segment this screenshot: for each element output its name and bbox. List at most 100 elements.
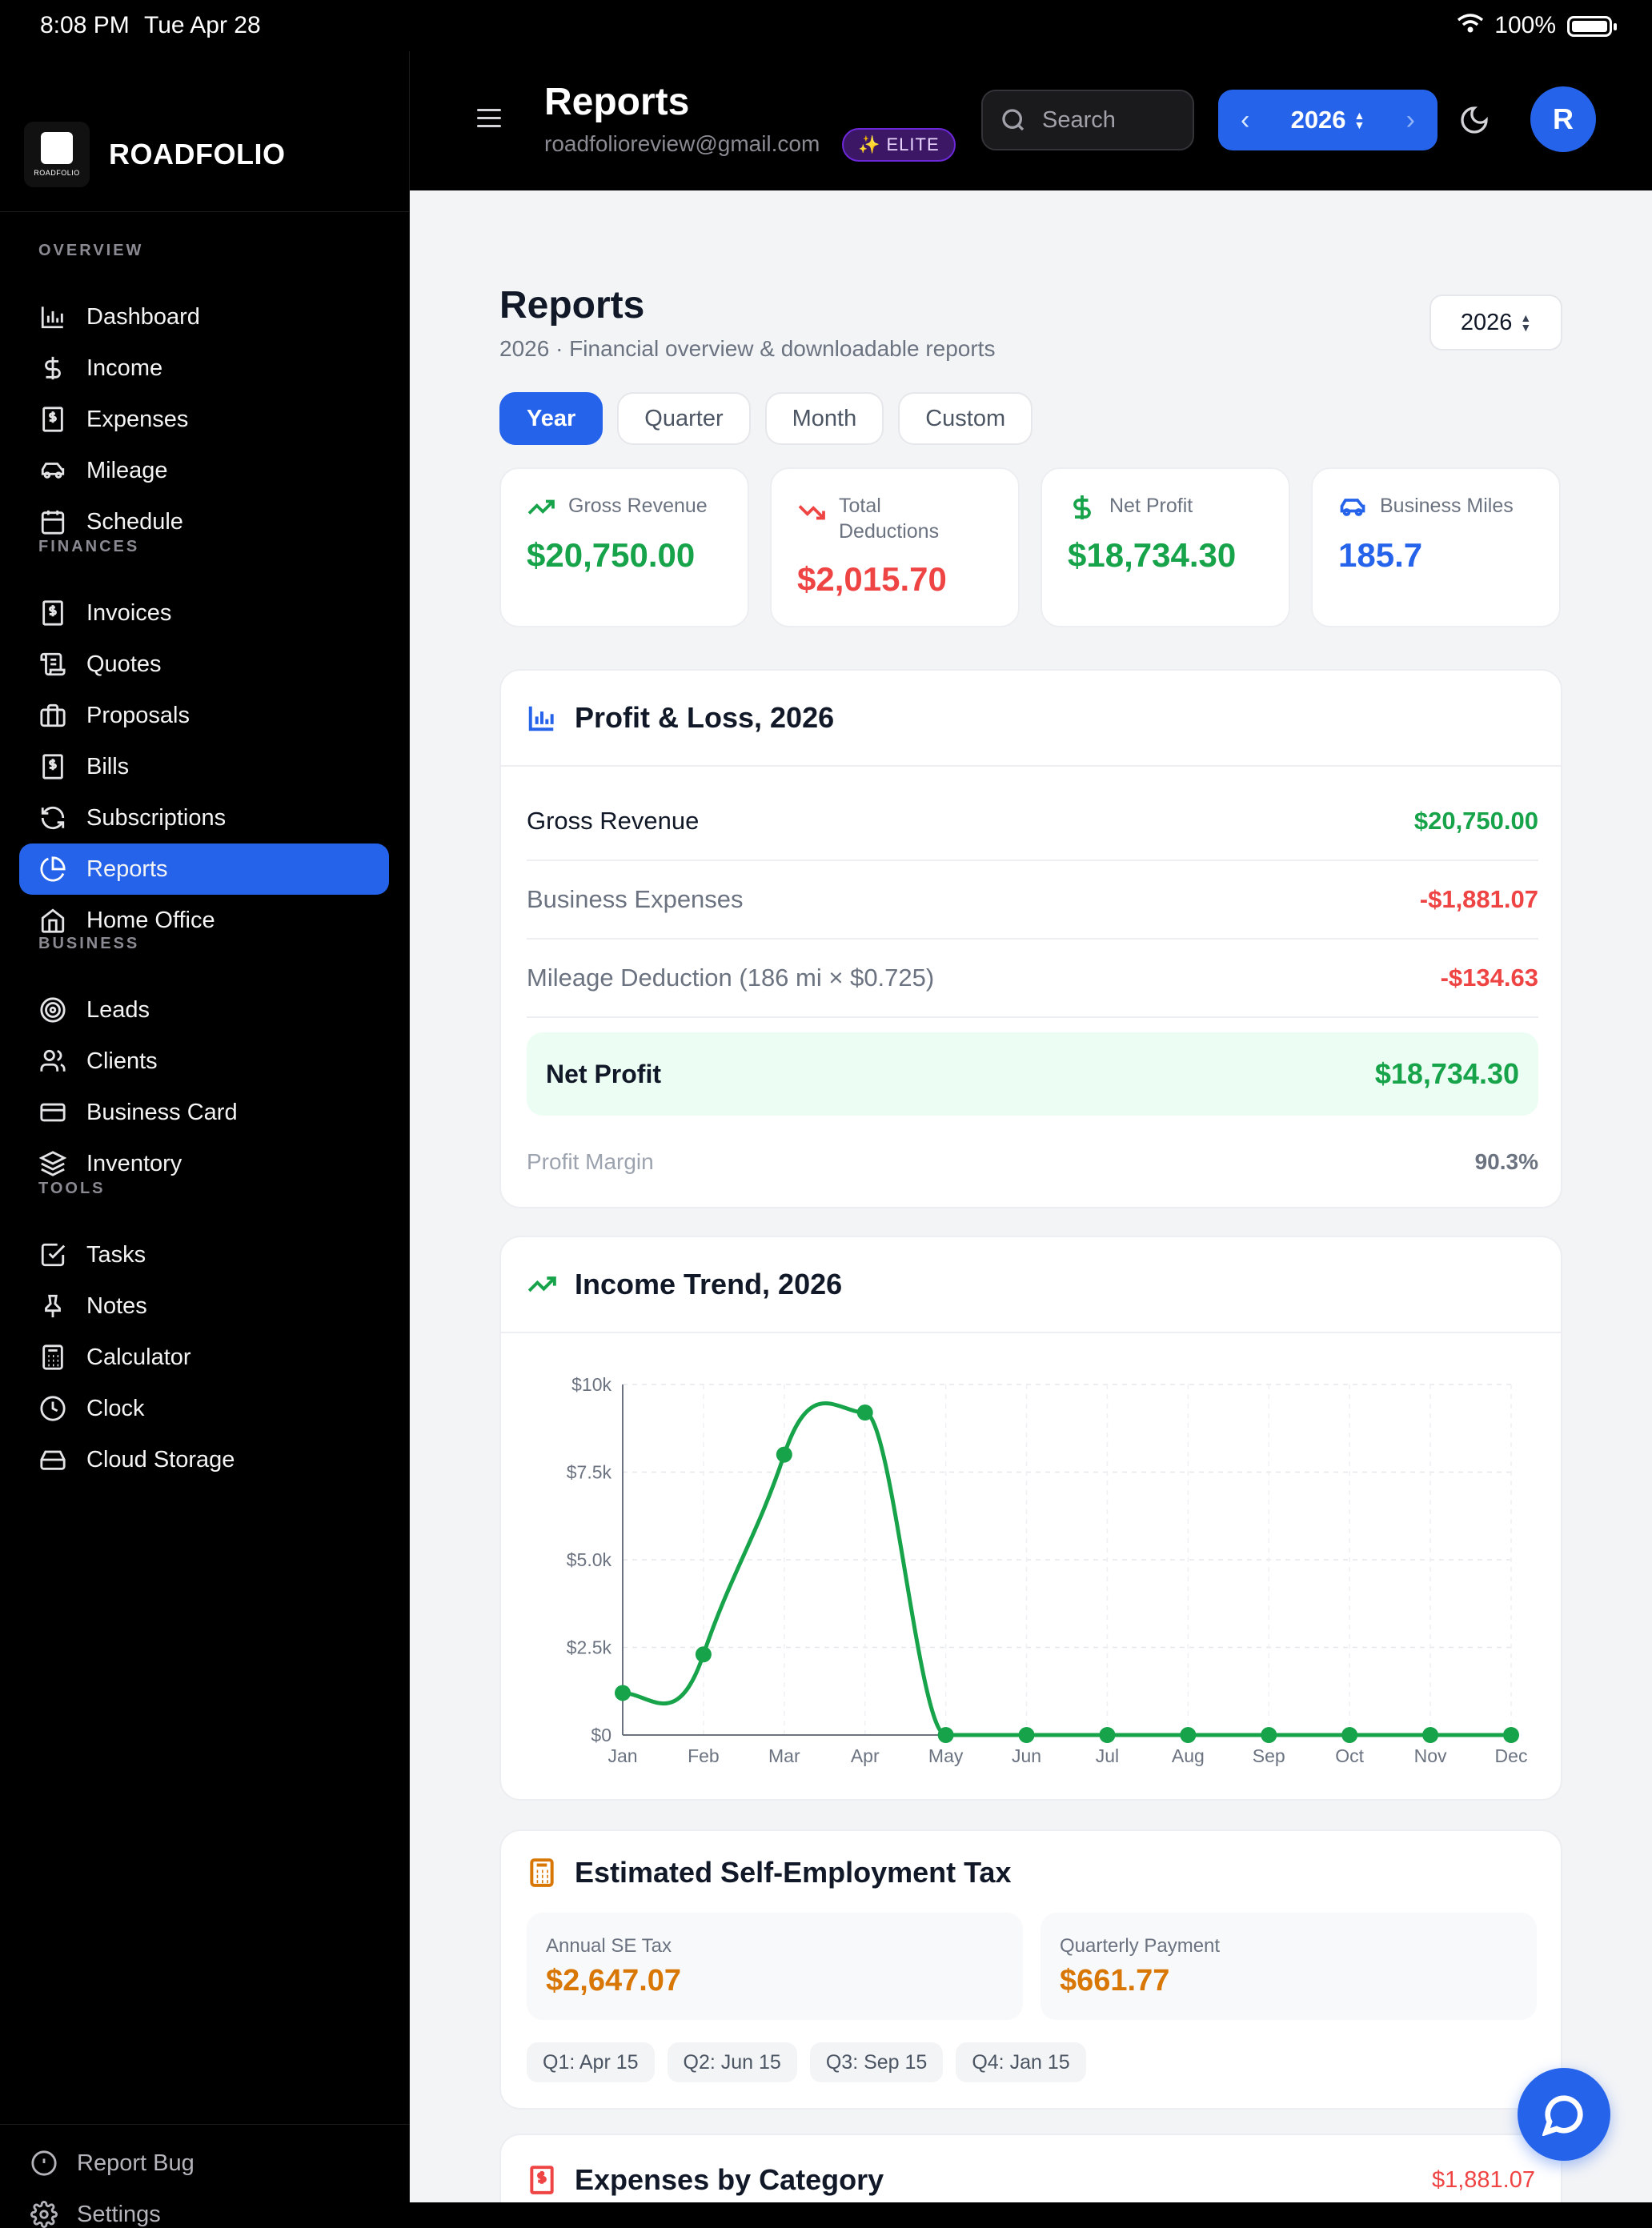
tab-month[interactable]: Month	[764, 392, 884, 445]
menu-icon[interactable]	[477, 109, 501, 128]
y-tick-label: $7.5k	[567, 1462, 612, 1483]
x-tick-label: Jan	[607, 1745, 637, 1766]
sidebar-item-quotes[interactable]: Quotes	[19, 639, 389, 690]
sidebar-item-clients[interactable]: Clients	[19, 1036, 389, 1087]
expenses-total: $1,881.07	[1431, 2166, 1535, 2193]
data-point	[1503, 1727, 1519, 1743]
brand[interactable]: ROADFOLIO ROADFOLIO	[24, 122, 285, 187]
x-tick-label: Dec	[1495, 1745, 1528, 1766]
tab-quarter[interactable]: Quarter	[617, 392, 751, 445]
y-tick-label: $5.0k	[567, 1549, 612, 1570]
x-tick-label: Oct	[1335, 1745, 1364, 1766]
section-business: BUSINESS	[38, 935, 140, 952]
data-point	[1341, 1727, 1358, 1743]
stat-value: $2,015.70	[797, 560, 947, 598]
x-tick-label: May	[928, 1745, 964, 1766]
sidebar-item-proposals[interactable]: Proposals	[19, 690, 389, 741]
data-point	[856, 1405, 873, 1421]
chevron-updown-icon: ▲ ▼	[1520, 311, 1532, 334]
x-tick-label: Feb	[688, 1745, 720, 1766]
trending-up-icon	[527, 499, 555, 515]
stat-value: 185.7	[1338, 536, 1423, 574]
quarterly-payment: Quarterly Payment $661.77	[1041, 1913, 1537, 2020]
period-tabs: Year Quarter Month Custom	[499, 392, 1047, 445]
sidebar-item-invoices[interactable]: Invoices	[19, 587, 389, 639]
stat-gross-revenue: Gross Revenue $20,750.00	[499, 467, 749, 627]
chevron-left-icon[interactable]: ‹	[1241, 104, 1250, 135]
sidebar-item-inventory[interactable]: Inventory	[19, 1138, 389, 1189]
pl-profit-margin: Profit Margin 90.3%	[527, 1149, 1538, 1174]
data-point	[1180, 1727, 1197, 1743]
receipt-icon	[38, 405, 67, 434]
wifi-icon	[1457, 14, 1484, 33]
page-title: Reports	[499, 284, 645, 327]
dollar-icon	[38, 354, 67, 383]
settings-button[interactable]: Settings	[30, 2201, 161, 2228]
sidebar-item-leads[interactable]: Leads	[19, 984, 389, 1036]
sidebar-item-income[interactable]: Income	[19, 343, 389, 394]
tab-custom[interactable]: Custom	[898, 392, 1033, 445]
clock-icon	[38, 1394, 67, 1423]
pl-row-business-expenses: Business Expenses -$1,881.07	[527, 861, 1538, 940]
card-header: Profit & Loss, 2026	[501, 671, 1561, 767]
sidebar-item-business-card[interactable]: Business Card	[19, 1087, 389, 1138]
data-point	[937, 1727, 954, 1743]
sidebar-item-notes[interactable]: Notes	[19, 1280, 389, 1332]
pl-net-profit: Net Profit $18,734.30	[527, 1032, 1538, 1116]
card-header: Income Trend, 2026	[501, 1237, 1561, 1333]
sidebar-item-cloud-storage[interactable]: Cloud Storage	[19, 1434, 389, 1485]
sidebar-item-mileage[interactable]: Mileage	[19, 445, 389, 496]
data-point	[1099, 1727, 1116, 1743]
income-trend-chart: $0 $2.5k $5.0k $7.5k $10k Jan Feb Mar Apr May Jun J…	[567, 1374, 1528, 1766]
brand-logo: ROADFOLIO	[24, 122, 90, 187]
invoice-icon	[38, 599, 67, 627]
sidebar: ROADFOLIO ROADFOLIO OVERVIEW Dashboard I…	[0, 51, 410, 2228]
dollar-icon	[1073, 495, 1091, 519]
drive-icon	[38, 1445, 67, 1474]
annual-se-tax: Annual SE Tax $2,647.07	[527, 1913, 1023, 2020]
sidebar-item-expenses[interactable]: Expenses	[19, 394, 389, 445]
calculator-icon	[530, 1858, 554, 1887]
year-navigator: ‹ 2026 ▲ ▼ ›	[1218, 90, 1437, 150]
stat-net-profit: Net Profit $18,734.30	[1041, 467, 1290, 627]
due-date-chip: Q3: Sep 15	[809, 2042, 944, 2082]
report-bug-button[interactable]: Report Bug	[30, 2150, 194, 2177]
pl-row-mileage: Mileage Deduction (186 mi × $0.725) -$13…	[527, 940, 1538, 1018]
avatar[interactable]: R	[1530, 86, 1596, 152]
sidebar-item-tasks[interactable]: Tasks	[19, 1229, 389, 1280]
data-point	[776, 1446, 792, 1463]
sidebar-item-subscriptions[interactable]: Subscriptions	[19, 792, 389, 844]
x-tick-label: Nov	[1414, 1745, 1447, 1766]
chevron-right-icon[interactable]: ›	[1405, 104, 1415, 135]
year-picker[interactable]: 2026 ▲ ▼	[1290, 106, 1365, 134]
brand-name: ROADFOLIO	[109, 138, 286, 170]
chat-button[interactable]	[1518, 2068, 1610, 2161]
y-tick-label: $10k	[571, 1374, 611, 1395]
sidebar-item-home-office[interactable]: Home Office	[19, 895, 389, 946]
sidebar-item-dashboard[interactable]: Dashboard	[19, 291, 389, 343]
section-finances: FINANCES	[38, 538, 140, 555]
y-tick-label: $2.5k	[567, 1637, 612, 1658]
stat-business-miles: Business Miles 185.7	[1311, 467, 1561, 627]
sidebar-item-bills[interactable]: Bills	[19, 741, 389, 792]
sidebar-item-schedule[interactable]: Schedule	[19, 496, 389, 547]
header-email: roadfolioreview@gmail.com	[544, 131, 820, 156]
year-select[interactable]: 2026 ▲ ▼	[1429, 295, 1562, 351]
calculator-icon	[38, 1343, 67, 1372]
home-icon	[38, 906, 67, 935]
users-icon	[38, 1047, 67, 1076]
sidebar-item-calculator[interactable]: Calculator	[19, 1332, 389, 1383]
sidebar-item-reports[interactable]: Reports	[19, 844, 389, 895]
sidebar-item-clock[interactable]: Clock	[19, 1383, 389, 1434]
tab-year[interactable]: Year	[499, 392, 603, 445]
moon-icon[interactable]	[1458, 104, 1490, 136]
page-subtitle: 2026 · Financial overview & downloadable…	[499, 336, 996, 361]
trending-up-icon	[527, 1276, 556, 1292]
calendar-icon	[38, 507, 67, 536]
search-input[interactable]: Search	[981, 90, 1194, 150]
y-tick-label: $0	[591, 1725, 611, 1745]
status-bar: 8:08 PM Tue Apr 28 100%	[0, 0, 1652, 51]
main-content: Reports 2026 · Financial overview & down…	[410, 190, 1652, 2202]
trending-down-icon	[798, 505, 825, 520]
car-icon	[38, 456, 67, 485]
